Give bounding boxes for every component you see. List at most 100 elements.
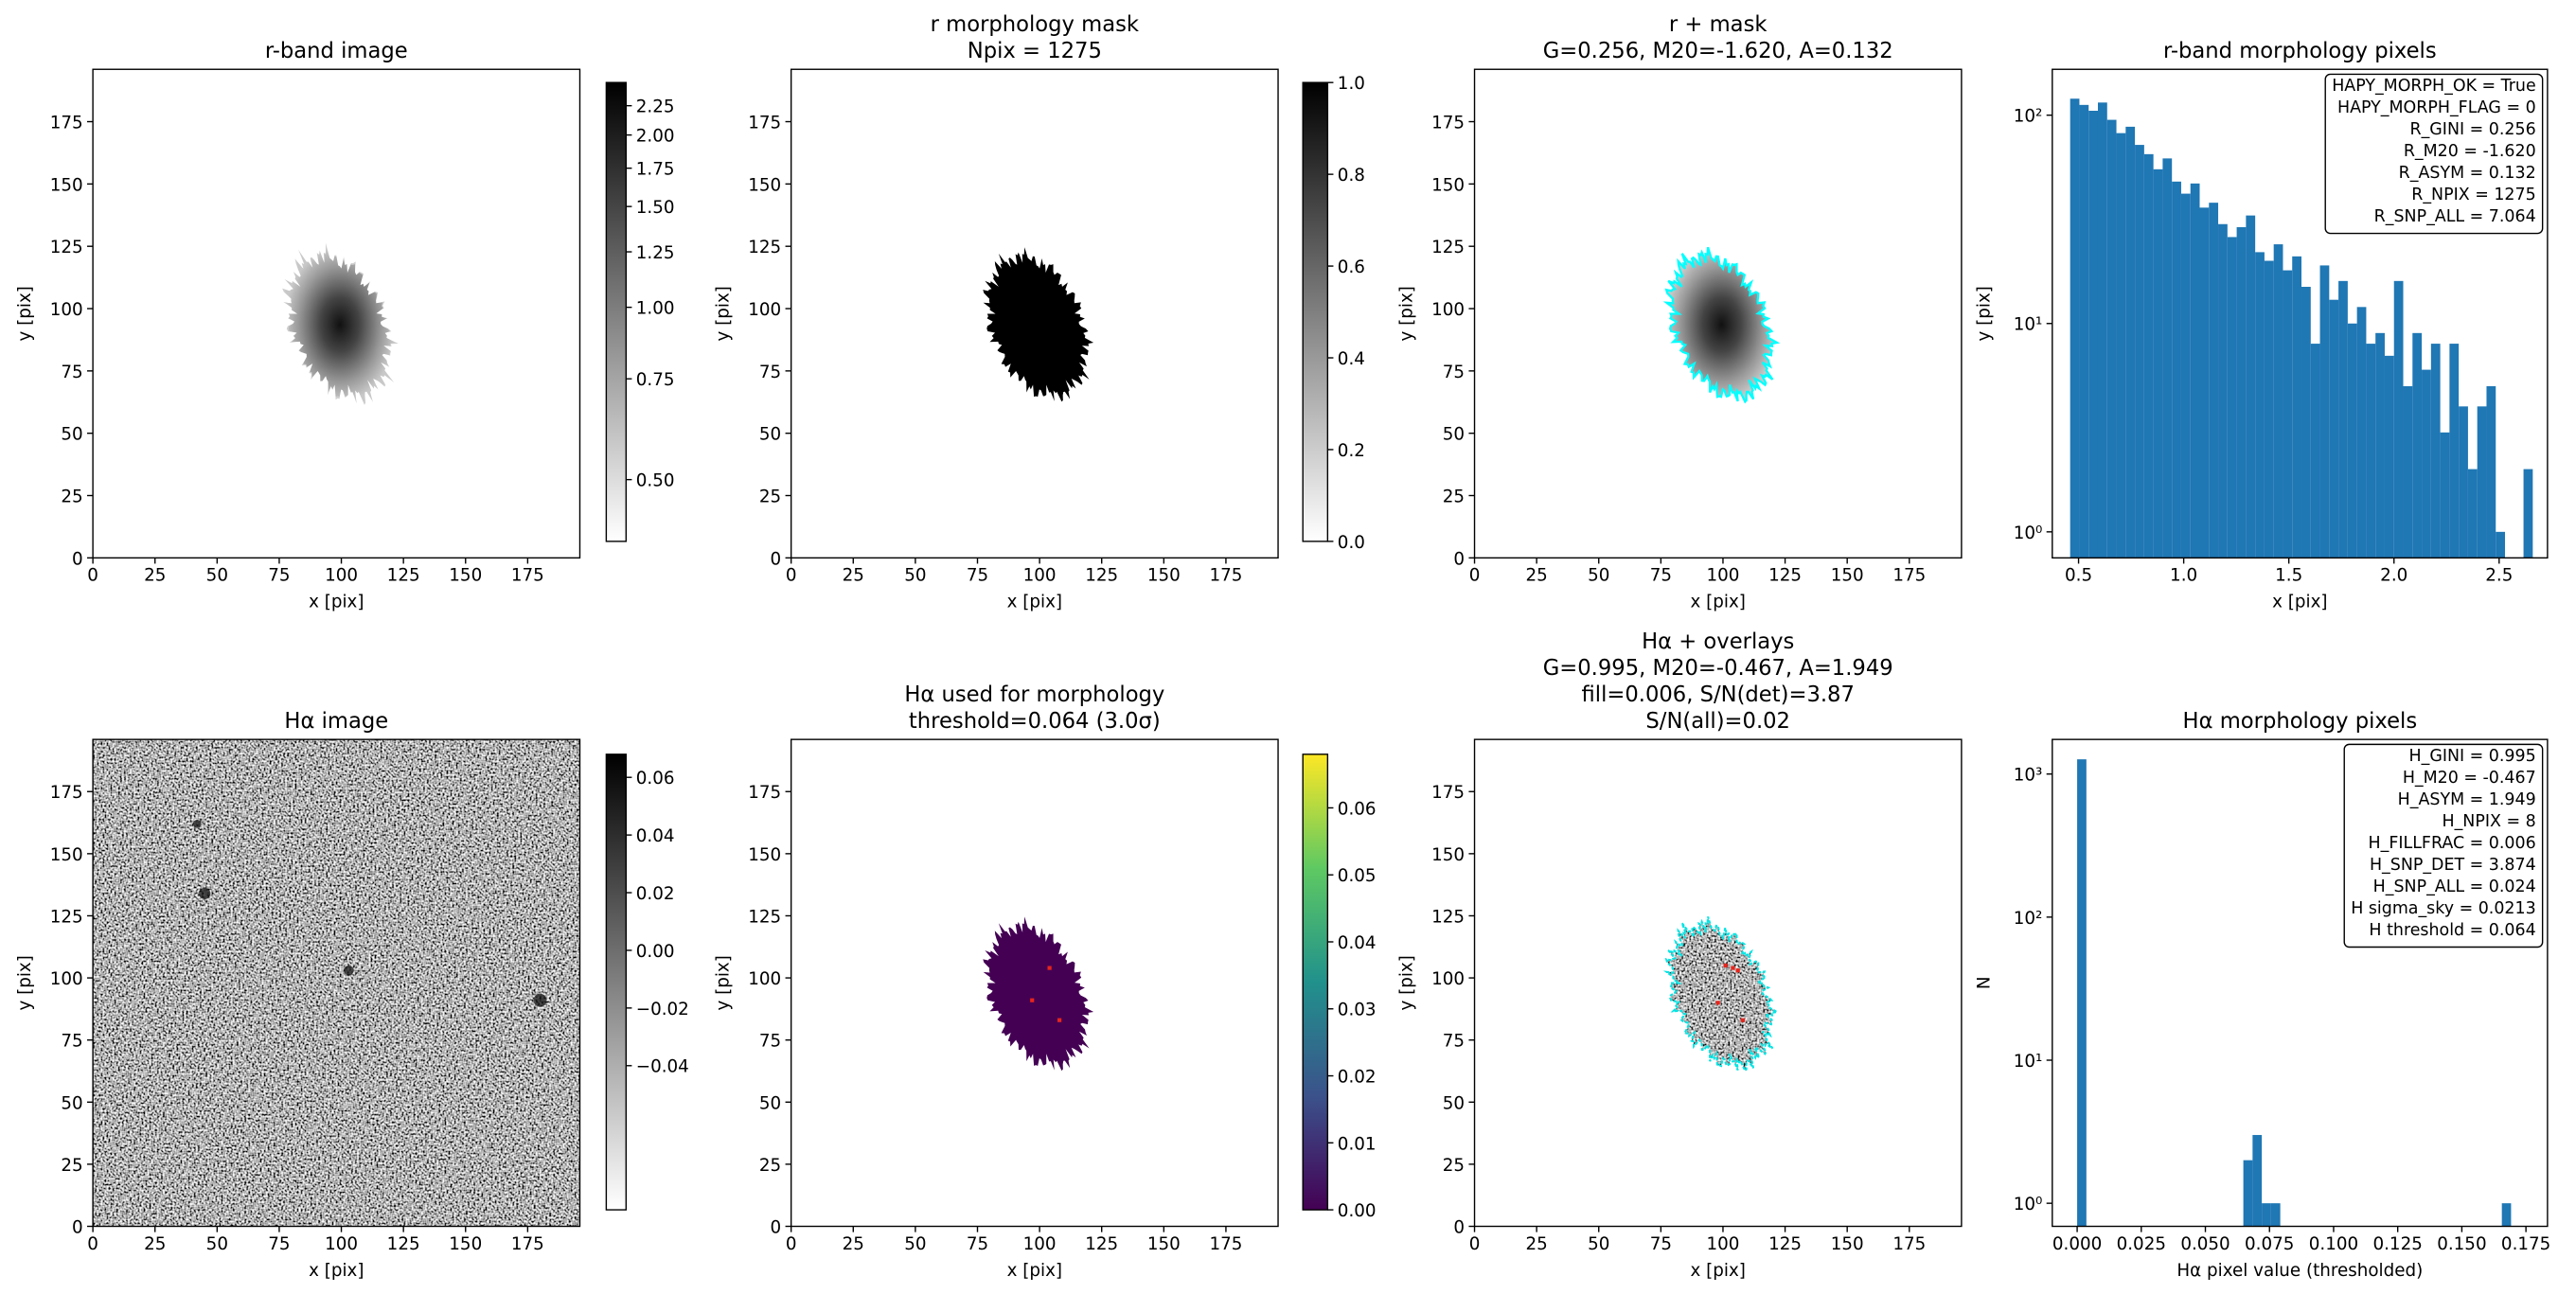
bar — [2496, 531, 2506, 558]
panel: 0 25 50 75 100 125 150 175 0 25 50 75 100 125 150 175 x … — [713, 682, 1376, 1281]
x-tick-label: 75 — [268, 566, 290, 586]
y-axis-label: y [pix] — [15, 955, 35, 1010]
y-axis-label: y [pix] — [1396, 286, 1416, 341]
stats-line: R_GINI = 0.256 — [2409, 120, 2535, 139]
panel-title: Hα image — [284, 709, 388, 734]
x-tick-label: 175 — [1892, 566, 1926, 586]
bar — [2375, 332, 2385, 558]
x-tick-label: 25 — [144, 1234, 166, 1254]
colorbar-tick-label: 0.02 — [636, 884, 675, 904]
panel-title: G=0.995, M20=-0.467, A=1.949 — [1543, 656, 1893, 681]
x-tick-label: 100 — [1706, 566, 1739, 586]
x-tick-label: 50 — [1588, 1234, 1609, 1254]
stats-line: H_SNP_ALL = 0.024 — [2373, 877, 2536, 896]
colorbar-tick-label: 0.4 — [1338, 349, 1365, 369]
y-axis-label: y [pix] — [1975, 286, 1995, 341]
dark-source — [533, 993, 547, 1007]
bar — [2467, 469, 2478, 558]
y-tick-label: 10² — [2014, 909, 2043, 929]
bar — [2227, 237, 2237, 558]
bar — [2477, 406, 2487, 558]
y-tick-label: 100 — [50, 300, 83, 320]
x-tick-label: 0.5 — [2065, 566, 2092, 586]
y-tick-label: 50 — [61, 425, 82, 445]
stats-line: HAPY_MORPH_FLAG = 0 — [2337, 98, 2536, 117]
bar — [2246, 215, 2256, 558]
x-axis-label: x [pix] — [1690, 1261, 1745, 1281]
x-tick-label: 150 — [1147, 1234, 1181, 1254]
y-tick-label: 75 — [759, 1032, 781, 1052]
x-axis-label: x [pix] — [1007, 593, 1062, 612]
panel-title: Hα used for morphology — [904, 682, 1164, 707]
stats-line: H_ASYM = 1.949 — [2398, 790, 2536, 809]
panel: 0.5 1.0 1.5 2.0 2.5 10⁰ 10¹ 10² x [pix] y [pix] r-… — [1975, 39, 2549, 612]
plot-area — [1662, 246, 1781, 404]
axes-frame — [92, 738, 581, 1228]
bar — [2162, 158, 2173, 558]
bar — [2143, 153, 2154, 558]
colorbar-tick-label: 1.00 — [636, 299, 675, 319]
x-tick-label: 50 — [904, 566, 926, 586]
axes-frame — [1473, 738, 1963, 1228]
colorbar-tick-label: 0.04 — [1338, 933, 1377, 953]
y-tick-label: 0 — [771, 549, 782, 569]
bar — [2393, 280, 2404, 558]
stats-box-frame — [2343, 743, 2544, 948]
y-tick-label: 0 — [1453, 549, 1465, 569]
x-tick-label: 75 — [1650, 566, 1672, 586]
y-tick-label: 100 — [1431, 969, 1465, 989]
mask-image — [983, 247, 1094, 402]
bar — [2097, 102, 2107, 558]
bar — [2209, 203, 2219, 558]
panel: 0 25 50 75 100 125 150 175 0 25 50 75 100 125 150 175 x … — [15, 39, 675, 612]
bar — [2422, 369, 2431, 558]
panel-title: fill=0.006, S/N(det)=3.87 — [1582, 682, 1855, 707]
x-axis-label: x [pix] — [1690, 593, 1745, 612]
panel: 0 25 50 75 100 125 150 175 0 25 50 75 100 125 150 175 x … — [1396, 629, 1963, 1281]
y-tick-label: 75 — [61, 363, 82, 382]
colorbar-tick-label: 0.04 — [636, 826, 675, 846]
stats-line: H_GINI = 0.995 — [2409, 747, 2536, 766]
y-tick-label: 175 — [748, 114, 781, 133]
bar — [2079, 104, 2089, 558]
y-tick-label: 75 — [759, 363, 781, 382]
bar — [2236, 226, 2247, 558]
y-tick-label: 10⁰ — [2014, 523, 2043, 543]
galaxy-image — [1666, 247, 1777, 402]
x-tick-label: 0.150 — [2437, 1234, 2486, 1254]
y-tick-label: 75 — [1443, 1032, 1465, 1052]
x-axis-label: x [pix] — [1007, 1261, 1062, 1281]
y-tick-label: 10⁰ — [2014, 1195, 2043, 1214]
y-tick-label: 0 — [1453, 1217, 1465, 1237]
y-tick-label: 175 — [748, 783, 781, 803]
y-tick-label: 50 — [1443, 1093, 1465, 1113]
panel: 0 25 50 75 100 125 150 175 0 25 50 75 100 125 150 175 x … — [713, 12, 1365, 612]
y-tick-label: 100 — [1431, 300, 1465, 320]
panel: 0.000 0.025 0.050 0.075 0.100 0.125 0.150 0.175… — [1975, 709, 2551, 1281]
bar — [2262, 1203, 2271, 1227]
flagged-pixel — [1047, 966, 1052, 970]
x-tick-label: 100 — [1023, 566, 1057, 586]
y-tick-label: 0 — [771, 1217, 782, 1237]
colorbar-tick-label: 0.06 — [636, 769, 675, 789]
y-axis-label: y [pix] — [15, 286, 35, 341]
y-tick-label: 150 — [748, 175, 781, 195]
colorbar-tick-label: 0.0 — [1338, 533, 1365, 553]
y-tick-label: 125 — [1431, 238, 1465, 257]
axes-frame — [790, 738, 1279, 1228]
bar — [2319, 265, 2330, 558]
plot-area — [1662, 916, 1781, 1072]
colorbar-tick-label: 1.0 — [1338, 74, 1365, 94]
panel-title: r-band image — [265, 39, 408, 63]
stats-line: H_NPIX = 8 — [2442, 812, 2535, 831]
panel-title: Hα morphology pixels — [2183, 709, 2418, 734]
y-tick-label: 25 — [759, 1156, 781, 1176]
x-tick-label: 0.125 — [2372, 1234, 2422, 1254]
y-tick-label: 25 — [759, 487, 781, 506]
axes-frame — [2052, 68, 2549, 559]
noise-image — [93, 739, 580, 1227]
colorbar — [605, 753, 628, 1211]
flagged-pixel — [1731, 966, 1735, 970]
x-tick-label: 25 — [144, 566, 166, 586]
x-axis-label: Hα pixel value (thresholded) — [2176, 1261, 2423, 1281]
